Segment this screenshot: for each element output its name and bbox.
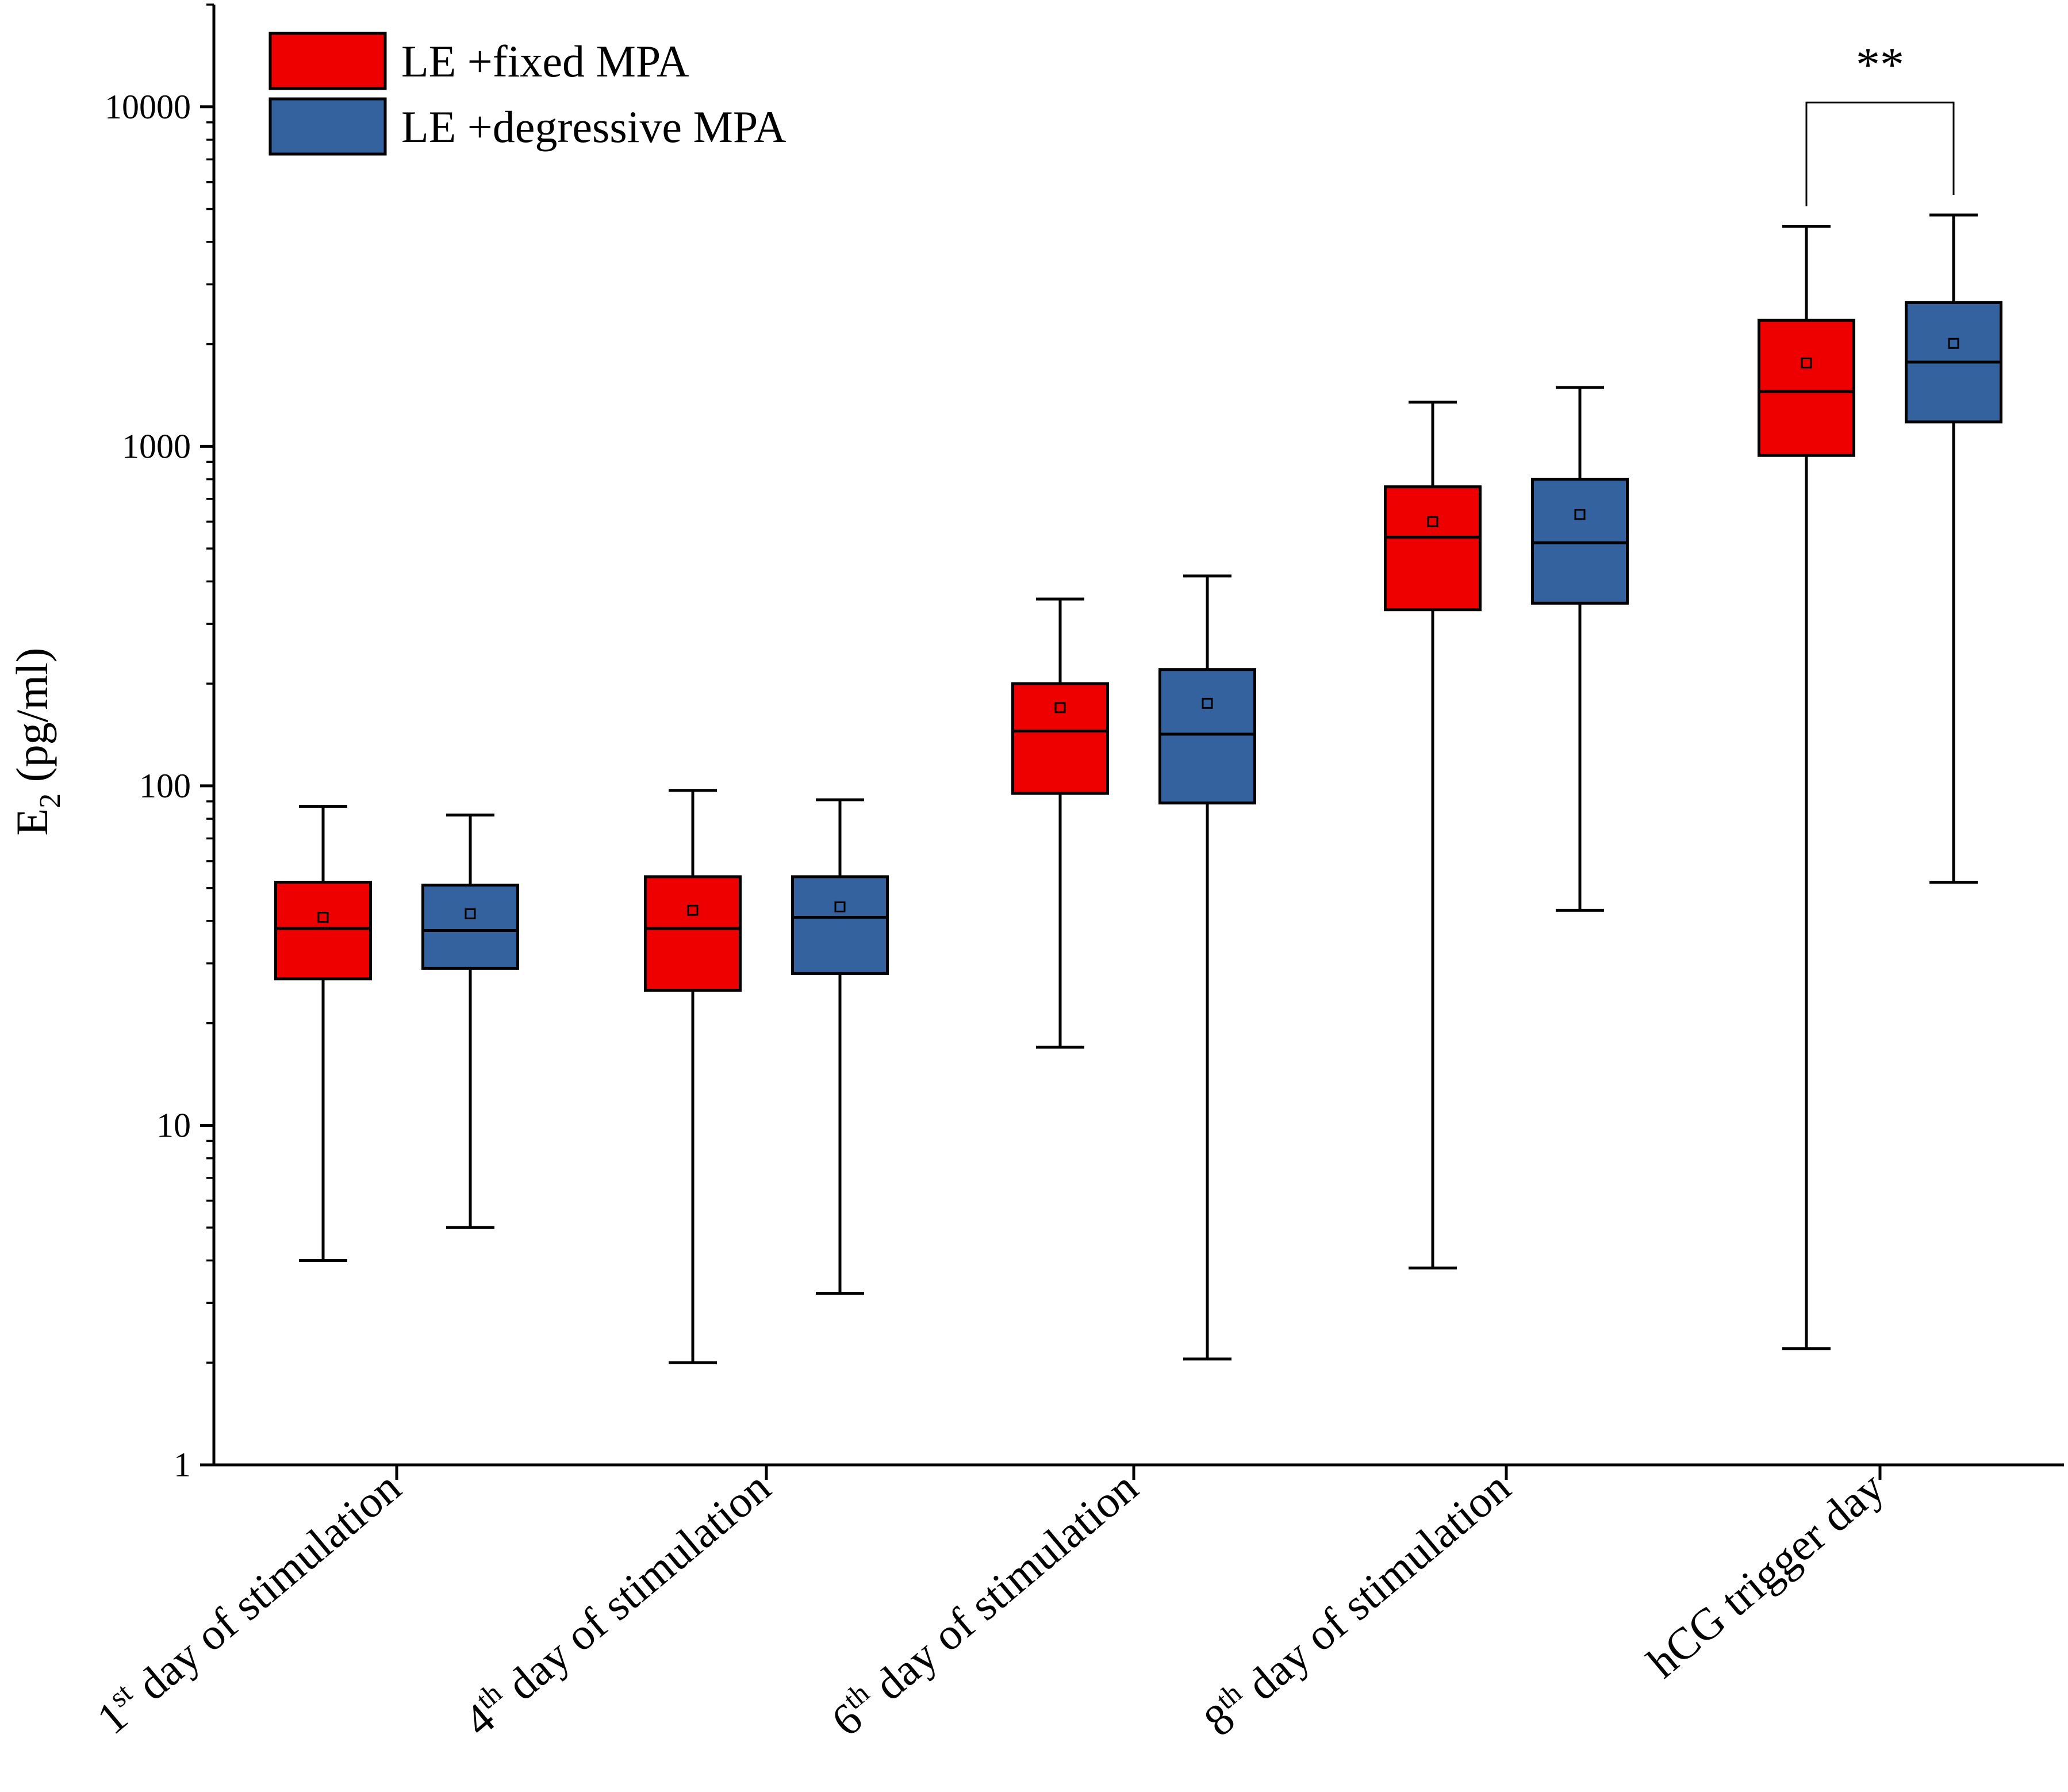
box-degressive-4 xyxy=(1531,386,1629,912)
y-tick-label: 100 xyxy=(139,767,191,805)
legend-label: LE +fixed MPA xyxy=(401,36,689,86)
iqr-box xyxy=(1011,682,1109,795)
box-fixed-4 xyxy=(1384,400,1482,1270)
mean-marker xyxy=(834,901,846,912)
mean-marker xyxy=(1574,509,1586,520)
significance-label: ** xyxy=(1856,38,1904,91)
iqr-box xyxy=(791,875,889,975)
iqr-box xyxy=(1531,478,1629,605)
box-fixed-3 xyxy=(1011,597,1109,1049)
iqr-box xyxy=(1384,485,1482,612)
box-degressive-5 xyxy=(1905,213,2002,884)
x-tick-label: 1st day of stimulation xyxy=(86,1460,410,1744)
mean-marker xyxy=(1054,702,1066,713)
x-tick-label: 6th day of stimulation xyxy=(820,1460,1147,1746)
y-tick-label: 1 xyxy=(174,1446,191,1484)
mean-marker xyxy=(465,908,476,919)
box-degressive-3 xyxy=(1158,574,1256,1361)
iqr-box xyxy=(274,881,372,981)
x-tick-label: 8th day of stimulation xyxy=(1192,1460,1520,1746)
iqr-box xyxy=(1158,668,1256,805)
legend-label: LE +degressive MPA xyxy=(401,102,786,152)
box-degressive-1 xyxy=(421,814,519,1229)
box-fixed-2 xyxy=(644,789,742,1364)
y-tick-label: 10000 xyxy=(105,88,191,126)
mean-marker xyxy=(1948,337,1959,349)
mean-marker xyxy=(1801,357,1812,369)
box-fixed-1 xyxy=(274,805,372,1262)
significance-bracket xyxy=(1805,101,1955,206)
legend-swatch xyxy=(268,97,387,156)
iqr-box xyxy=(644,875,742,992)
iqr-box xyxy=(1758,319,1855,457)
mean-marker xyxy=(687,904,699,916)
iqr-box xyxy=(421,884,519,970)
box-fixed-5 xyxy=(1758,224,1855,1350)
x-tick-label: 4th day of stimulation xyxy=(452,1460,780,1746)
mean-marker xyxy=(1427,516,1438,527)
y-tick-label: 1000 xyxy=(122,427,191,465)
y-tick-label: 10 xyxy=(156,1106,191,1144)
x-tick-label: hCG trigger day xyxy=(1638,1461,1893,1687)
mean-marker xyxy=(317,912,329,923)
mean-marker xyxy=(1202,697,1213,709)
legend: LE +fixed MPA LE +degressive MPA xyxy=(268,32,786,156)
box-degressive-2 xyxy=(791,798,889,1295)
y-axis-label: E2 (pg/ml) xyxy=(7,647,67,835)
legend-swatch xyxy=(268,32,387,90)
